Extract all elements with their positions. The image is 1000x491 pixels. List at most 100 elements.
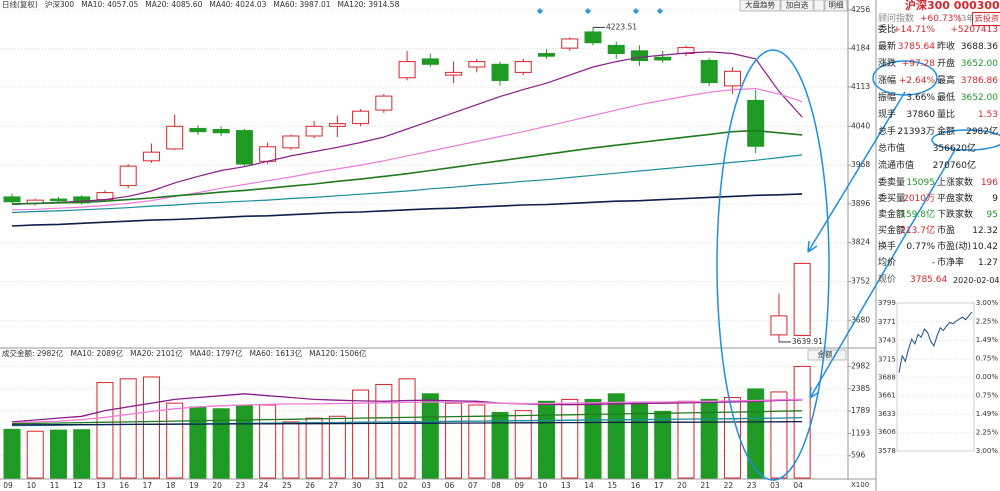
- candle-body: [305, 125, 323, 137]
- volume-bar: [654, 410, 672, 479]
- quote-label: 上涨家数: [937, 178, 974, 188]
- candle-body: [352, 110, 370, 125]
- quote-value: 356620亿: [932, 144, 976, 154]
- toolbar-button[interactable]: [739, 0, 781, 12]
- quote-label: 总手: [878, 127, 897, 137]
- highlight-ellipse: [872, 60, 938, 96]
- event-marker[interactable]: [633, 8, 639, 14]
- toolbar-button[interactable]: [824, 0, 848, 12]
- candle-body: [468, 61, 486, 68]
- y2-tick-label: 3.00%: [976, 447, 999, 455]
- toolbar-label[interactable]: 大盘趋势: [745, 0, 775, 10]
- quote-value: 2982亿: [966, 127, 998, 137]
- quote-label: 市盈(动): [937, 242, 972, 252]
- ma-line: [11, 87, 803, 211]
- candle-body: [654, 56, 672, 61]
- quote-value: 15095: [906, 178, 935, 188]
- event-marker[interactable]: [585, 8, 591, 14]
- y-tick-label: 3743: [878, 337, 896, 345]
- volume-bar: [166, 402, 184, 479]
- y-tick-label: 3824: [851, 238, 870, 247]
- toolbar-label[interactable]: 明细: [829, 0, 844, 10]
- x-tick-label: 26: [305, 481, 315, 490]
- volume-bar: [584, 398, 602, 479]
- candle-body: [282, 135, 300, 149]
- toolbar-icon[interactable]: [813, 0, 825, 12]
- quote-label: 下跌家数: [937, 210, 974, 220]
- volume-bar: [445, 402, 463, 479]
- candle-body: [212, 129, 230, 134]
- quote-value: 10.42: [972, 242, 998, 252]
- event-marker[interactable]: [657, 8, 663, 14]
- legend-entry: MA60: 1613亿: [249, 348, 302, 358]
- candle-body: [259, 146, 277, 162]
- ma-line: [11, 410, 803, 425]
- highlight-ellipse: [716, 49, 830, 481]
- hand-drawn-annotations: [716, 49, 1000, 481]
- quote-value: 12.32: [972, 226, 998, 236]
- quote-value: -: [931, 258, 935, 268]
- event-marker[interactable]: [537, 8, 543, 14]
- legend-entry: MA120: 3914.58: [338, 0, 400, 9]
- intraday-date: 2020-02-04,二: [953, 276, 1000, 285]
- candle-body: [119, 165, 137, 187]
- candle-body: [793, 262, 811, 336]
- advisor-value: +60.73%: [920, 14, 962, 24]
- y2-tick-label: 0.75%: [976, 355, 999, 363]
- y2-tick-label: 2.25%: [976, 429, 999, 437]
- candle-body: [398, 61, 416, 79]
- invest-button[interactable]: 去投资: [972, 12, 1000, 26]
- volume-bar: [119, 378, 137, 479]
- quote-value: 3785.64: [897, 42, 935, 52]
- quote-label: 市净率: [937, 258, 965, 268]
- volume-bar: [561, 398, 579, 479]
- ma-line: [11, 51, 803, 206]
- selector-box[interactable]: [807, 349, 847, 361]
- event-markers: [537, 8, 663, 14]
- y2-tick-label: 0.00%: [976, 373, 999, 381]
- candle-body: [491, 63, 509, 81]
- x-tick-label: 03: [770, 481, 780, 490]
- legend-entry: MA120: 1506亿: [309, 348, 367, 358]
- x-tick-label: 03: [422, 481, 432, 490]
- high-annotation: 4223.51: [606, 22, 637, 31]
- candle-body: [235, 130, 253, 165]
- volume-bar: [538, 400, 556, 479]
- legend-entry: MA40: 1797亿: [190, 348, 243, 358]
- x-tick-label: 15: [607, 481, 617, 490]
- x-tick-label: 25: [282, 481, 292, 490]
- quote-label: 昨收: [937, 42, 956, 52]
- toolbar-button[interactable]: [780, 0, 814, 12]
- x-tick-label: 23: [747, 481, 757, 490]
- toolbar-label[interactable]: 加自选: [786, 0, 809, 10]
- volume-bar: [491, 412, 509, 479]
- y-tick-label: 4256: [851, 5, 870, 14]
- y-tick-label: 3578: [878, 447, 896, 455]
- volume-bar: [212, 408, 230, 479]
- volume-bar: [723, 397, 741, 479]
- selector-label[interactable]: 金额: [818, 349, 833, 359]
- quote-value: 3786.86: [960, 76, 998, 86]
- quote-label: 金额: [937, 127, 956, 137]
- x-tick-label: 10: [538, 481, 548, 490]
- legend-entry: MA20: 2101亿: [130, 348, 183, 358]
- candle-body: [561, 38, 579, 49]
- ma-line: [11, 393, 803, 423]
- candle-body: [421, 58, 439, 65]
- candle-body: [630, 50, 648, 62]
- ma-line: [11, 398, 803, 424]
- advisor-label: 顾问指数: [878, 14, 915, 24]
- y-tick-label: 2982: [851, 361, 870, 370]
- quote-value: +14.71%: [893, 25, 935, 35]
- y-tick-label: 3896: [851, 199, 870, 208]
- legend-entry: MA20: 4085.60: [145, 0, 202, 9]
- quote-label: 涨跌: [878, 59, 897, 69]
- quote-label: 涨幅: [878, 76, 897, 86]
- y-tick-label: 3771: [878, 318, 896, 326]
- quote-value: 159.8亿: [900, 210, 935, 220]
- y2-tick-label: 0.75%: [976, 392, 999, 400]
- volume-bar: [73, 429, 91, 479]
- y-tick-label: 3799: [878, 299, 896, 307]
- volume-bar: [96, 382, 114, 479]
